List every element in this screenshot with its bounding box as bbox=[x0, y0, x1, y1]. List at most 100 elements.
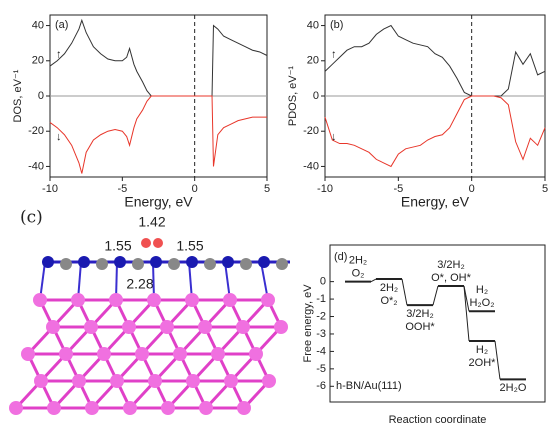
atom bbox=[123, 401, 137, 415]
y-tick-label: -20 bbox=[303, 125, 319, 137]
atom bbox=[185, 293, 199, 307]
dos-line bbox=[50, 20, 267, 96]
y-axis-label: Free energy, eV bbox=[302, 284, 314, 363]
level-label: O*₂ bbox=[380, 295, 397, 307]
atom bbox=[274, 320, 288, 334]
atom bbox=[147, 293, 161, 307]
arrow: ↓ bbox=[56, 131, 62, 143]
atom bbox=[21, 347, 35, 361]
x-axis-label: Energy, eV bbox=[401, 194, 470, 210]
y-tick-label: -20 bbox=[28, 125, 44, 137]
atom bbox=[47, 401, 61, 415]
bond-length: 1.55 bbox=[104, 238, 131, 254]
y-tick-label: 0 bbox=[313, 90, 319, 102]
connector bbox=[433, 286, 438, 305]
bond-length: 1.55 bbox=[176, 238, 203, 254]
level-label: OOH* bbox=[405, 321, 435, 333]
level-label: 3/2H₂ bbox=[437, 259, 465, 271]
atom bbox=[60, 258, 72, 270]
arrow: ↓ bbox=[331, 131, 337, 143]
atom bbox=[84, 320, 98, 334]
dos-line bbox=[325, 26, 545, 96]
y-axis-label: DOS, eV⁻¹ bbox=[12, 69, 24, 122]
atom bbox=[223, 293, 237, 307]
y-tick-label: -2 bbox=[316, 310, 326, 322]
atom bbox=[236, 320, 250, 334]
atom bbox=[168, 258, 180, 270]
y-tick-label: -1 bbox=[316, 293, 326, 305]
atom bbox=[122, 320, 136, 334]
atom bbox=[46, 320, 60, 334]
atom bbox=[186, 374, 200, 388]
x-axis-label: Reaction coordinate bbox=[389, 414, 487, 426]
atom bbox=[160, 320, 174, 334]
bond-length: 2.28 bbox=[126, 276, 153, 292]
x-tick-label: 0 bbox=[469, 183, 475, 195]
atom bbox=[97, 347, 111, 361]
atom bbox=[204, 258, 216, 270]
level-label: O₂ bbox=[352, 268, 365, 280]
connector bbox=[495, 341, 500, 379]
y-tick-label: -40 bbox=[303, 160, 319, 172]
y-tick-label: 40 bbox=[32, 19, 44, 31]
dos-line bbox=[325, 96, 545, 166]
y-tick-label: 20 bbox=[32, 55, 44, 67]
atom bbox=[72, 374, 86, 388]
arrow: ↑ bbox=[331, 49, 337, 61]
atom bbox=[34, 374, 48, 388]
y-tick-label: 40 bbox=[307, 19, 319, 31]
atom bbox=[240, 258, 252, 270]
atom bbox=[261, 293, 275, 307]
x-tick-label: 5 bbox=[542, 183, 548, 195]
atom bbox=[224, 374, 238, 388]
annotation: h-BN/Au(111) bbox=[336, 380, 402, 392]
atom bbox=[161, 401, 175, 415]
x-axis-label: Energy, eV bbox=[124, 194, 193, 210]
panel-label: (a) bbox=[55, 19, 68, 31]
atom bbox=[249, 347, 263, 361]
y-tick-label: -6 bbox=[316, 380, 326, 392]
level-label: 2H₂ bbox=[349, 255, 367, 267]
atom bbox=[141, 238, 151, 248]
atom bbox=[199, 401, 213, 415]
y-tick-label: 0 bbox=[38, 90, 44, 102]
atom bbox=[211, 347, 225, 361]
atom bbox=[33, 293, 47, 307]
atom bbox=[153, 238, 163, 248]
atom bbox=[85, 401, 99, 415]
atom bbox=[148, 374, 162, 388]
level-label: 3/2H₂ bbox=[406, 308, 434, 320]
panel-label: (d) bbox=[334, 251, 347, 263]
atom bbox=[135, 347, 149, 361]
atom bbox=[59, 347, 73, 361]
level-label: O*, OH* bbox=[431, 272, 471, 284]
atom bbox=[114, 256, 126, 268]
y-axis-label: PDOS, eV⁻¹ bbox=[287, 66, 299, 127]
atom bbox=[78, 256, 90, 268]
structure bbox=[9, 238, 290, 415]
connector bbox=[371, 279, 376, 282]
level-label: H₂ bbox=[476, 344, 488, 356]
atom bbox=[109, 293, 123, 307]
atom bbox=[173, 347, 187, 361]
connector bbox=[402, 279, 407, 305]
bond-length: 1.42 bbox=[138, 214, 165, 230]
atom bbox=[186, 256, 198, 268]
atom bbox=[222, 256, 234, 268]
panel-label: (b) bbox=[330, 19, 343, 31]
atom bbox=[276, 258, 288, 270]
connector bbox=[464, 286, 469, 341]
atom bbox=[42, 256, 54, 268]
level-label: 2H₂O bbox=[500, 382, 527, 394]
atom bbox=[96, 258, 108, 270]
level-label: H₂O₂ bbox=[469, 297, 494, 309]
level-label: H₂ bbox=[476, 284, 488, 296]
atom bbox=[150, 256, 162, 268]
atom bbox=[198, 320, 212, 334]
atom bbox=[132, 258, 144, 270]
level-label: 2OH* bbox=[469, 357, 497, 369]
atom bbox=[258, 256, 270, 268]
x-tick-label: -10 bbox=[317, 183, 333, 195]
arrow: ↑ bbox=[56, 49, 62, 61]
x-tick-label: -10 bbox=[42, 183, 58, 195]
